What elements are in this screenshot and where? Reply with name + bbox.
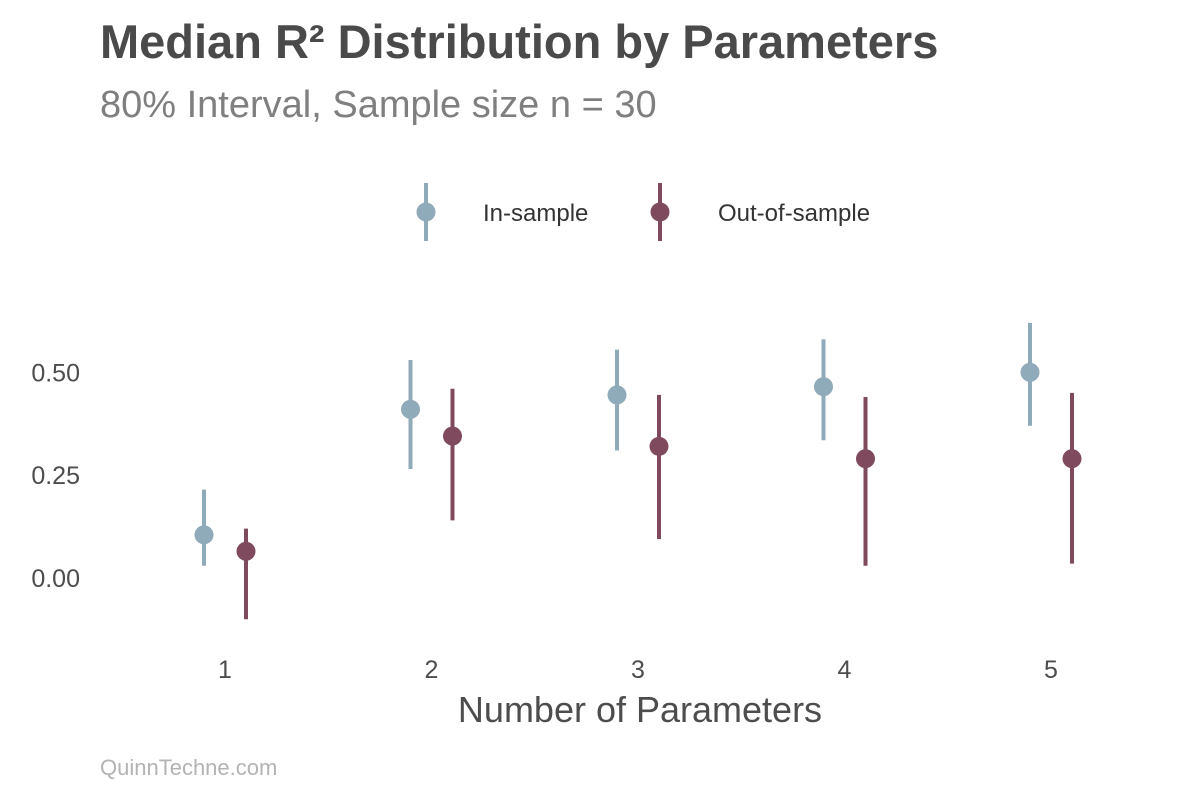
x-tick-label: 4 <box>838 656 852 684</box>
median-point <box>607 385 627 405</box>
median-point <box>856 449 875 469</box>
x-axis: 1 2 3 4 5 <box>218 656 1058 684</box>
x-tick-label: 3 <box>631 656 645 684</box>
median-point <box>194 525 214 545</box>
median-point <box>1020 362 1040 382</box>
median-point <box>401 399 420 419</box>
y-tick-label: 0.00 <box>31 565 80 593</box>
median-point <box>814 377 833 397</box>
median-point <box>236 541 256 561</box>
source-caption: QuinnTechne.com <box>100 755 278 780</box>
data-marks <box>194 322 1082 620</box>
legend-label: In-sample <box>483 200 588 227</box>
y-tick-label: 0.50 <box>31 359 80 387</box>
median-point <box>443 426 462 446</box>
legend-label: Out-of-sample <box>718 200 870 227</box>
legend-item: Out-of-sample <box>650 183 870 241</box>
median-point <box>1062 449 1082 469</box>
y-tick-label: 0.25 <box>31 462 80 490</box>
x-tick-label: 2 <box>425 656 439 684</box>
series-in-sample <box>194 322 1040 566</box>
chart-subtitle: 80% Interval, Sample size n = 30 <box>100 84 657 126</box>
legend-key-point <box>416 202 436 222</box>
chart-title: Median R² Distribution by Parameters <box>100 15 939 68</box>
x-axis-title: Number of Parameters <box>458 689 822 730</box>
y-axis: 0.00 0.25 0.50 <box>31 359 80 593</box>
x-tick-label: 1 <box>218 656 232 684</box>
x-tick-label: 5 <box>1044 656 1058 684</box>
median-point <box>649 436 669 456</box>
series-out-of-sample <box>236 388 1082 620</box>
legend-item: In-sample <box>416 183 588 241</box>
legend-key-point <box>650 202 670 222</box>
legend: In-sample Out-of-sample <box>416 183 870 241</box>
